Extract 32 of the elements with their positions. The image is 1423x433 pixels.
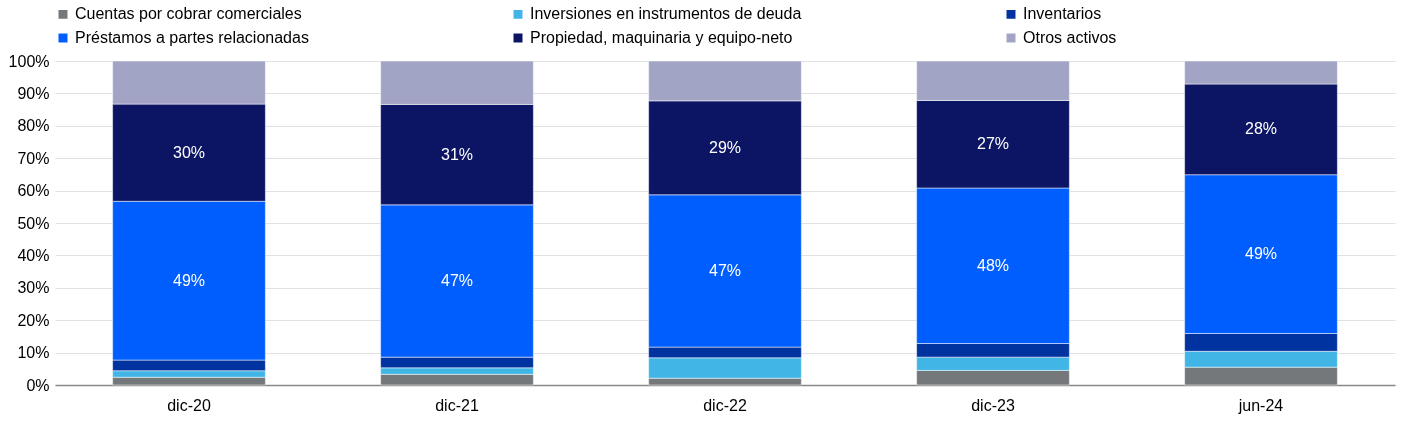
data-label: 31% bbox=[440, 145, 474, 163]
x-tick-label: dic-23 bbox=[971, 396, 1015, 414]
legend-label: Inventarios bbox=[1023, 5, 1102, 23]
x-tick-label: jun-24 bbox=[1237, 396, 1284, 414]
y-tick-label: 10% bbox=[17, 344, 50, 362]
data-label: 49% bbox=[1244, 245, 1278, 263]
legend-label: Otros activos bbox=[1023, 29, 1117, 46]
y-tick-label: 70% bbox=[17, 149, 50, 167]
x-tick-label: dic-21 bbox=[435, 396, 479, 414]
x-tick-label: dic-20 bbox=[167, 396, 211, 414]
y-tick-label: 40% bbox=[17, 246, 50, 264]
data-label: 48% bbox=[976, 256, 1010, 274]
data-label: 47% bbox=[708, 261, 742, 279]
data-label: 47% bbox=[440, 272, 474, 289]
data-label: 30% bbox=[172, 143, 206, 161]
y-tick-label: 30% bbox=[17, 279, 50, 297]
y-tick-label: 60% bbox=[17, 182, 50, 200]
y-tick-label: 0% bbox=[26, 376, 50, 394]
y-tick-label: 50% bbox=[17, 214, 50, 232]
legend-label: Propiedad, maquinaria y equipo-neto bbox=[530, 29, 793, 46]
legend-label: Inversiones en instrumentos de deuda bbox=[530, 5, 802, 23]
y-tick-label: 20% bbox=[17, 311, 50, 329]
data-label: 49% bbox=[172, 271, 206, 289]
legend-label: Cuentas por cobrar comerciales bbox=[75, 5, 302, 23]
x-tick-label: dic-22 bbox=[703, 396, 747, 414]
y-tick-label: 90% bbox=[17, 84, 50, 102]
data-label: 29% bbox=[708, 138, 742, 156]
data-label: 28% bbox=[1244, 120, 1278, 138]
y-tick-label: 80% bbox=[17, 117, 50, 135]
y-tick-label: 100% bbox=[8, 52, 50, 70]
legend-label: Préstamos a partes relacionadas bbox=[75, 29, 309, 46]
data-label: 27% bbox=[976, 135, 1010, 153]
